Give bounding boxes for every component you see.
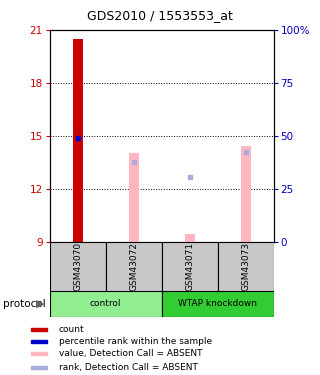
Bar: [31, 340, 47, 343]
Bar: [129, 153, 139, 242]
Bar: [185, 234, 195, 242]
Text: GSM43070: GSM43070: [73, 242, 82, 291]
Bar: [162, 291, 274, 317]
Text: GSM43073: GSM43073: [241, 242, 250, 291]
Bar: [31, 366, 47, 369]
Bar: [50, 291, 162, 317]
Text: GDS2010 / 1553553_at: GDS2010 / 1553553_at: [87, 9, 233, 22]
Bar: [31, 352, 47, 356]
Bar: [50, 242, 106, 291]
Bar: [106, 242, 162, 291]
Bar: [31, 328, 47, 331]
Bar: [218, 242, 274, 291]
Text: GSM43071: GSM43071: [185, 242, 194, 291]
Text: percentile rank within the sample: percentile rank within the sample: [59, 337, 212, 346]
Text: control: control: [90, 299, 121, 308]
Text: GSM43072: GSM43072: [129, 242, 138, 291]
Bar: [162, 242, 218, 291]
Bar: [241, 146, 251, 242]
Text: count: count: [59, 325, 84, 334]
Text: WTAP knockdown: WTAP knockdown: [178, 299, 257, 308]
Text: ▶: ▶: [36, 299, 44, 309]
Bar: [73, 39, 83, 242]
Text: value, Detection Call = ABSENT: value, Detection Call = ABSENT: [59, 350, 202, 358]
Text: rank, Detection Call = ABSENT: rank, Detection Call = ABSENT: [59, 363, 197, 372]
Text: protocol: protocol: [3, 299, 46, 309]
